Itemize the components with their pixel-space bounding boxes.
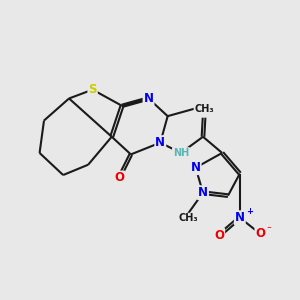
Text: N: N <box>143 92 154 105</box>
Text: N: N <box>235 211 245 224</box>
Text: +: + <box>246 207 253 216</box>
Text: CH₃: CH₃ <box>194 104 214 114</box>
Text: O: O <box>214 229 224 242</box>
Text: NH: NH <box>173 148 189 158</box>
Text: CH₃: CH₃ <box>178 213 198 223</box>
Text: O: O <box>200 104 209 117</box>
Text: N: N <box>190 161 201 174</box>
Text: S: S <box>88 83 97 96</box>
Text: O: O <box>114 172 124 184</box>
Text: ⁻: ⁻ <box>266 225 271 234</box>
Text: N: N <box>155 136 165 149</box>
Text: O: O <box>255 227 266 240</box>
Text: N: N <box>198 186 208 199</box>
